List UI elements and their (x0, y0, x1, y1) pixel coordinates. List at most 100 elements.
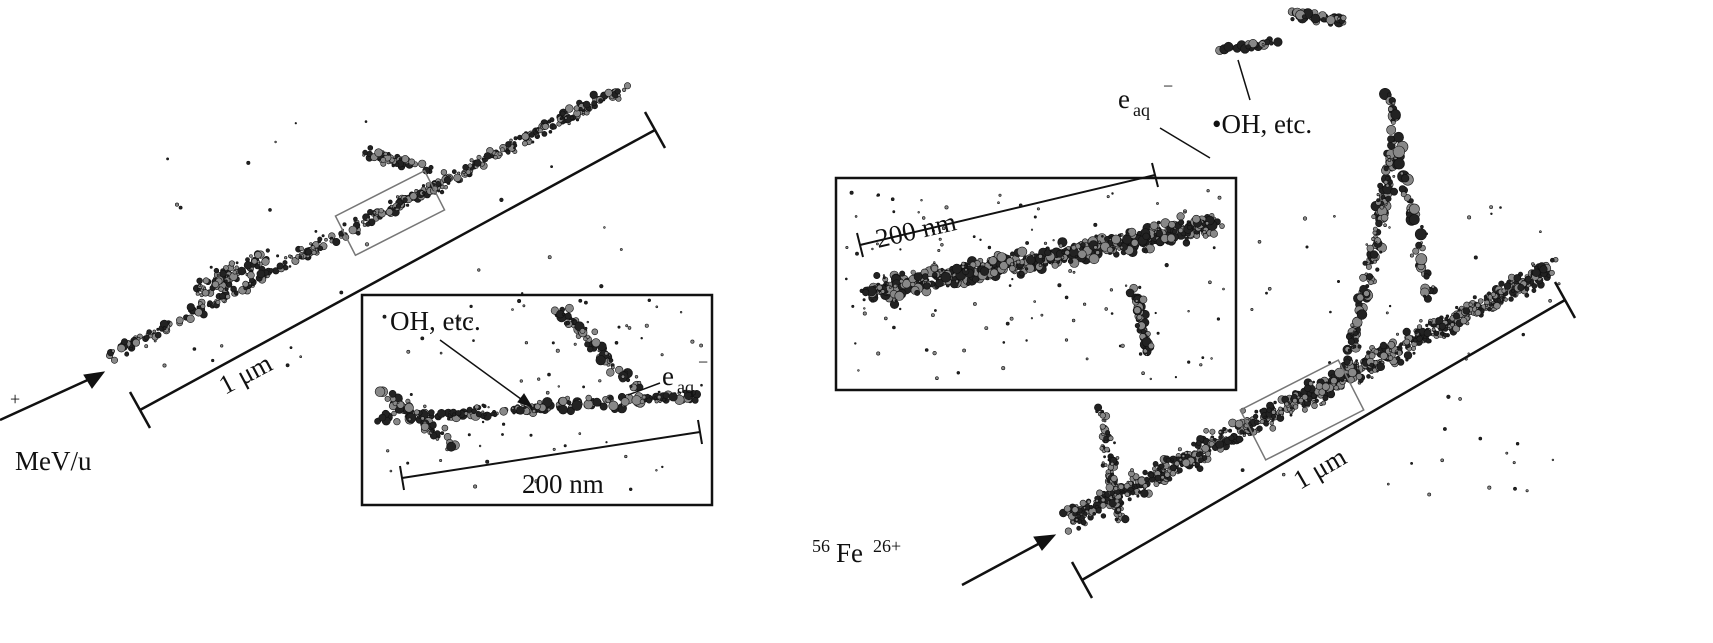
track-dot (1071, 520, 1074, 523)
track-dot (365, 243, 369, 247)
track-dot (1289, 410, 1293, 414)
track-dot (1532, 289, 1536, 293)
track-dot (1306, 246, 1308, 248)
track-dot (414, 410, 419, 415)
track-dot (1344, 359, 1350, 365)
track-dot (863, 312, 866, 315)
track-dot (1184, 212, 1186, 214)
track-dot (226, 295, 230, 299)
track-dot (1506, 452, 1508, 454)
track-dot (187, 315, 195, 323)
track-dot (1196, 452, 1201, 457)
track-dot (586, 395, 592, 401)
track-dot (1178, 448, 1181, 451)
track-dot (1101, 514, 1106, 519)
track-dot (1196, 441, 1201, 446)
track-dot (1522, 333, 1525, 336)
track-dot (1115, 518, 1118, 521)
track-dot (1400, 172, 1403, 175)
track-dot (476, 412, 481, 417)
ion-charge: + (10, 389, 20, 409)
track-dot (1353, 345, 1356, 348)
track-dot (1290, 414, 1292, 416)
track-dot (300, 356, 302, 358)
track-dot (1394, 159, 1405, 170)
track-dot (1376, 242, 1378, 244)
track-dot (895, 300, 897, 302)
track-dot (872, 248, 874, 250)
track-dot (931, 265, 938, 272)
track-dot (621, 375, 624, 378)
track-dot (1353, 331, 1358, 336)
track-dot (227, 275, 229, 277)
track-dot (1107, 195, 1109, 197)
track-dot (402, 155, 409, 162)
track-dot (642, 395, 646, 399)
track-dot (1010, 317, 1013, 320)
track-dot (1378, 183, 1383, 188)
track-dot (1370, 370, 1373, 373)
track-dot (883, 276, 885, 278)
track-dot (1302, 407, 1307, 412)
track-dot (396, 196, 399, 199)
scale-label: 1 μm (214, 348, 277, 401)
track-dot (1478, 299, 1483, 304)
track-dot (609, 401, 618, 410)
track-dot (600, 403, 607, 410)
track-dot (1406, 359, 1409, 362)
track-dot (512, 309, 514, 311)
track-dot (1341, 15, 1346, 20)
track-dot (921, 199, 923, 201)
track-dot (1376, 220, 1383, 227)
track-dot (1285, 402, 1289, 406)
track-dot (1393, 146, 1405, 158)
track-dot (938, 249, 940, 251)
electron-label: e (662, 361, 674, 391)
track-dot (491, 412, 495, 416)
track-dot (1346, 366, 1348, 368)
track-dot (1117, 508, 1121, 512)
track-dot (1125, 492, 1130, 497)
track-dot (1075, 256, 1077, 258)
track-dot (1476, 303, 1481, 308)
track-dot (661, 466, 663, 468)
track-dot (299, 256, 302, 259)
track-dot (1532, 283, 1537, 288)
track-dot (214, 268, 219, 273)
track-dot (1037, 208, 1039, 210)
track-dot (1409, 204, 1419, 214)
track-dot (998, 202, 1000, 204)
inset-scale-label: 200 nm (522, 469, 604, 499)
track-dot (1313, 400, 1316, 403)
track-dot (553, 448, 555, 450)
track-dot (163, 327, 166, 330)
track-dot (175, 203, 178, 206)
track-dot (1357, 362, 1359, 364)
track-dot (858, 370, 860, 372)
track-dot (881, 290, 885, 294)
track-dot (1484, 295, 1487, 298)
track-dot (1111, 313, 1113, 315)
track-dot (1500, 207, 1502, 209)
track-dot (1210, 230, 1217, 237)
track-dot (1240, 430, 1244, 434)
track-dot (1216, 441, 1224, 449)
track-dot (1140, 296, 1147, 303)
track-dot (1511, 289, 1514, 292)
track-dot (537, 129, 539, 131)
track-dot (1006, 322, 1009, 325)
track-dot (510, 139, 513, 142)
track-dot (1272, 414, 1276, 418)
track-dot (438, 190, 440, 192)
track-dot (478, 269, 481, 272)
track-dot (1396, 356, 1400, 360)
track-dot (1126, 289, 1134, 297)
track-dot (931, 314, 934, 317)
track-dot (626, 325, 628, 327)
track-dot (118, 344, 126, 352)
track-dot (1279, 407, 1283, 411)
track-dot (599, 99, 603, 103)
track-dot (1202, 223, 1206, 227)
track-dot (456, 410, 461, 415)
track-dot (565, 313, 571, 319)
